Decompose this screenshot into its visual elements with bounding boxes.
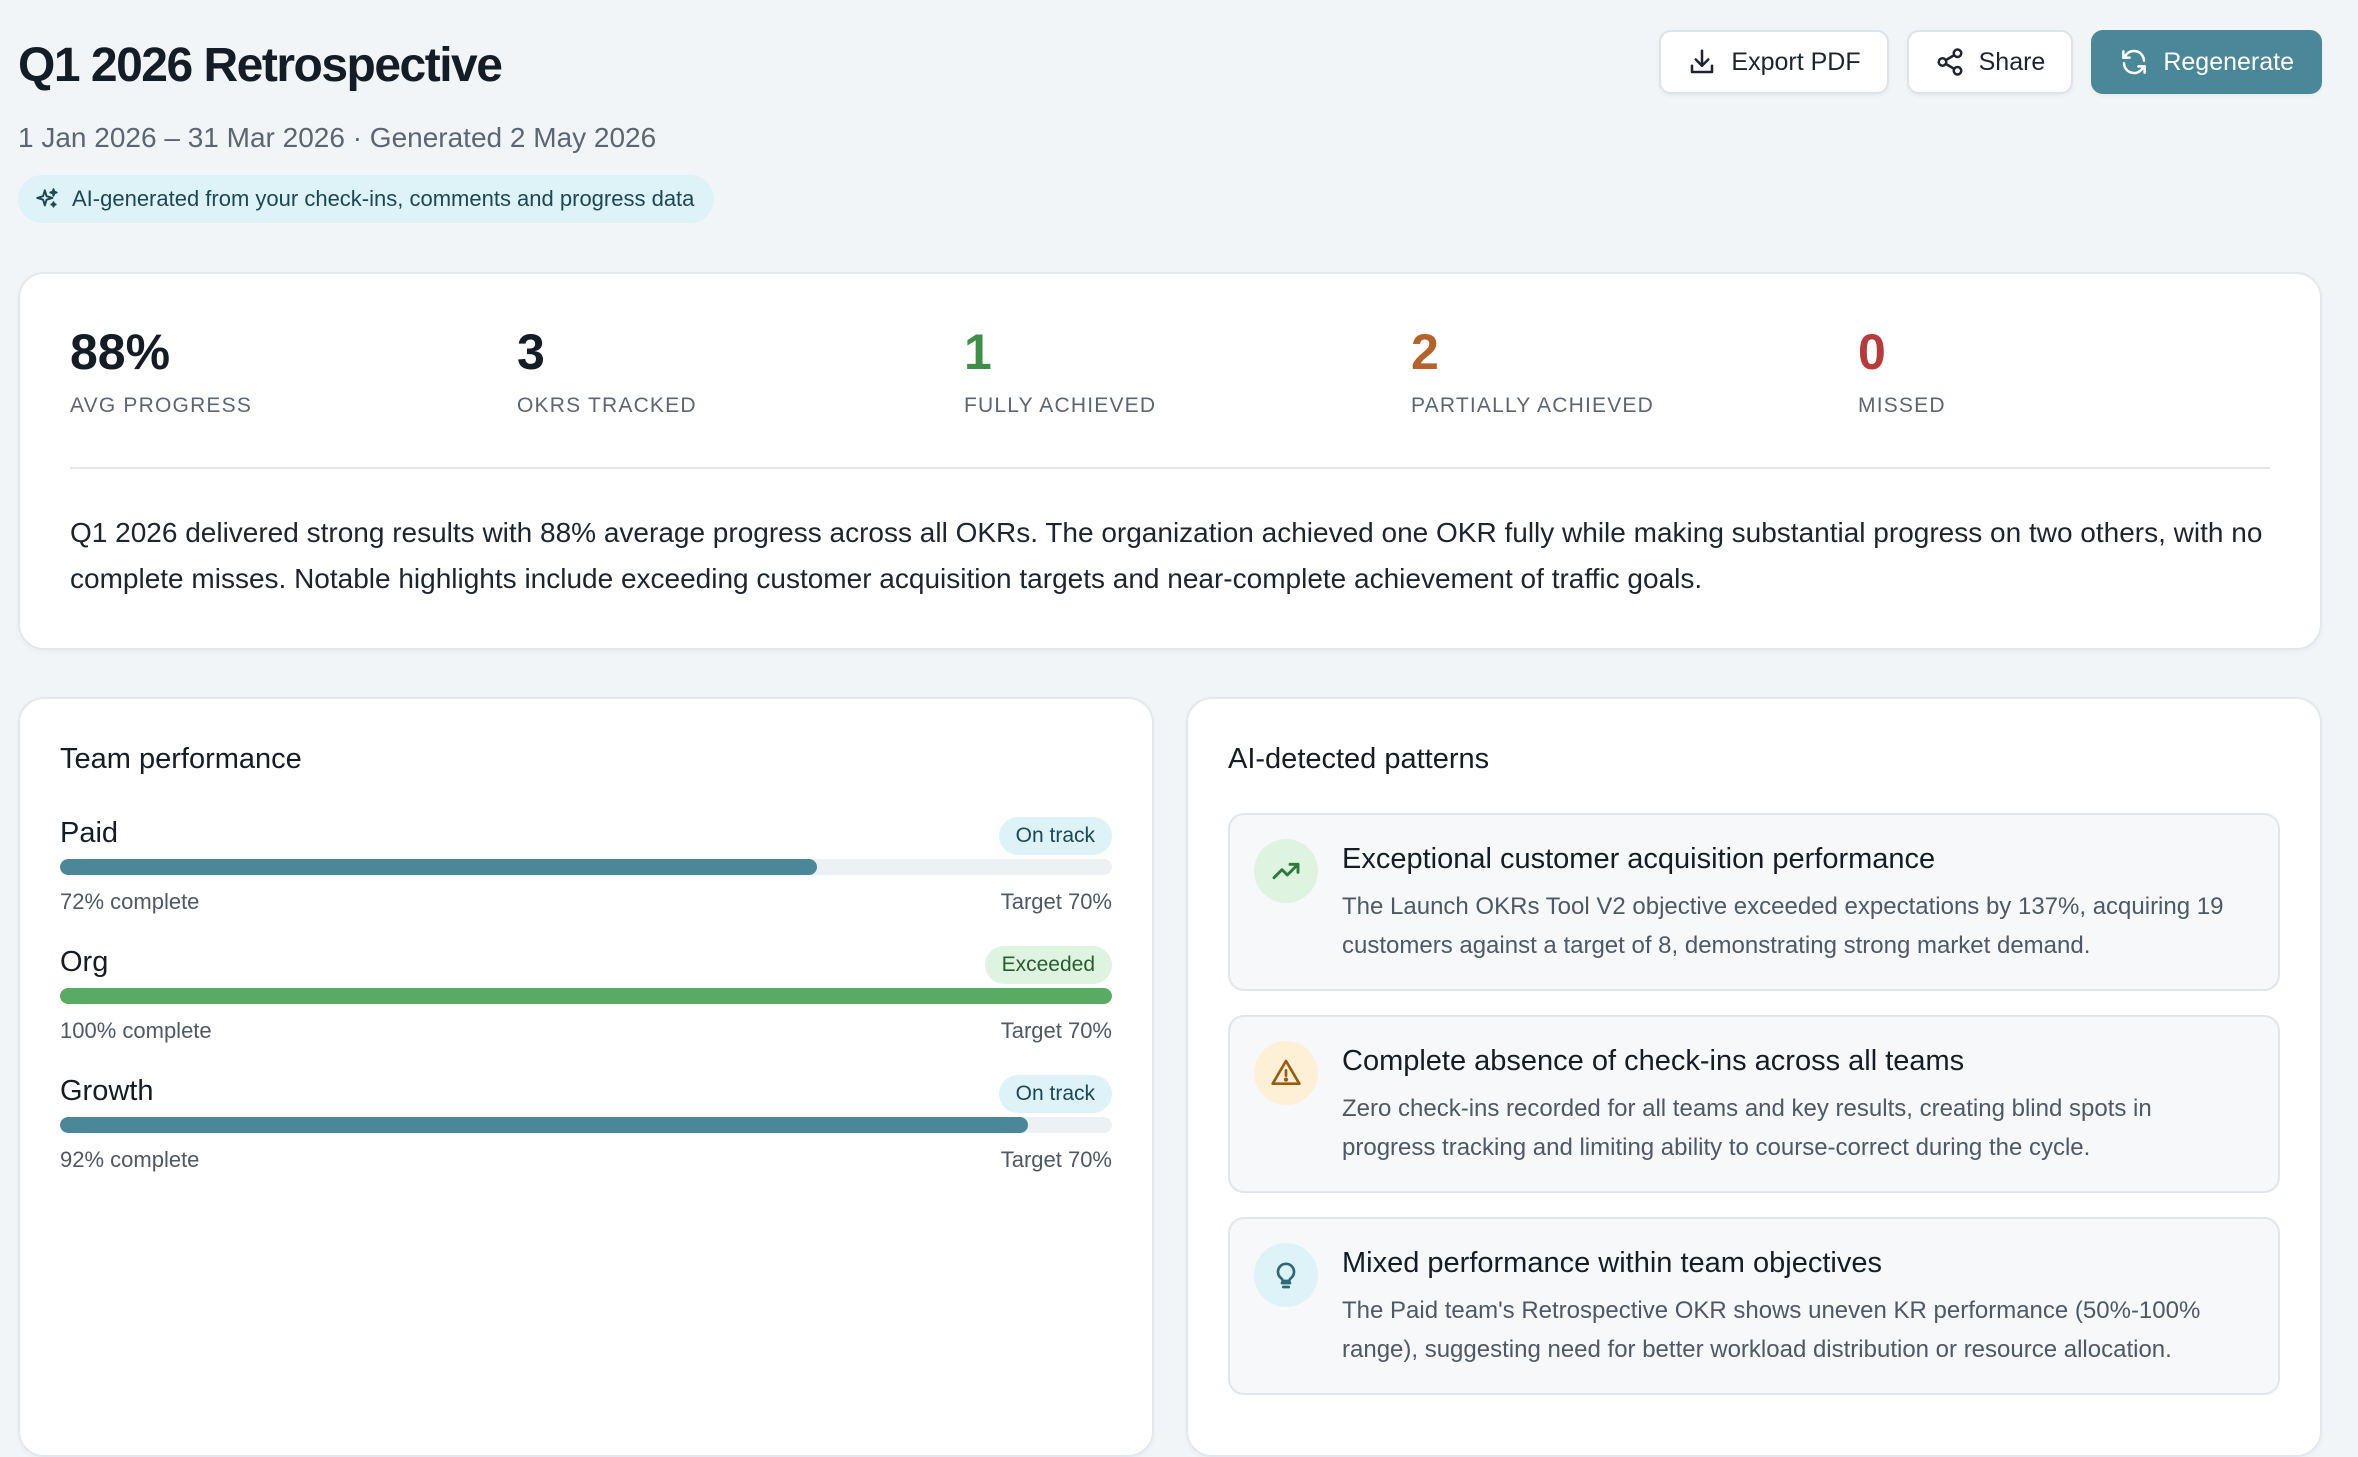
export-pdf-label: Export PDF [1731, 47, 1861, 76]
stat-fully-achieved: 1 Fully achieved [964, 322, 1411, 418]
ai-generated-badge: AI-generated from your check-ins, commen… [18, 175, 715, 223]
sparkles-icon [36, 188, 58, 208]
pattern-title: Exceptional customer acquisition perform… [1342, 843, 1936, 875]
date-range-subtitle: 1 Jan 2026 – 31 Mar 2026 · Generated 2 M… [18, 122, 657, 153]
stat-value: 3 [517, 324, 545, 380]
ai-patterns-title: AI-detected patterns [1228, 743, 1490, 775]
summary-stats: 88% Avg progress 3 OKRs tracked 1 Fully … [70, 322, 2305, 418]
stat-value: 2 [1411, 324, 1439, 380]
page-title: Q1 2026 Retrospective [18, 39, 503, 92]
status-badge: Exceeded [984, 946, 1112, 984]
complete-label: 100% complete [60, 1018, 212, 1043]
stat-value: 1 [964, 324, 992, 380]
team-name: Org [60, 946, 109, 978]
ai-patterns-card: AI-detected patterns Exceptional custome… [1186, 697, 2322, 1457]
pattern-title: Mixed performance within team objectives [1342, 1247, 1882, 1279]
team-row-paid: Paid On track 72% complete Target 70% [60, 809, 1112, 919]
refresh-icon [2122, 49, 2147, 75]
pattern-text: The Paid team's Retrospective OKR shows … [1342, 1297, 2201, 1363]
pattern-title: Complete absence of check-ins across all… [1342, 1045, 1965, 1077]
stat-missed: 0 Missed [1858, 322, 2305, 418]
stat-partially-achieved: 2 Partially achieved [1411, 322, 1858, 418]
progress-bar [60, 859, 1112, 875]
stat-label: Missed [1858, 394, 1946, 417]
status-badge: On track [998, 817, 1112, 855]
warning-icon [1271, 1059, 1301, 1085]
team-name: Paid [60, 817, 119, 849]
stat-label: OKRs tracked [517, 394, 697, 417]
pattern-text: Zero check-ins recorded for all teams an… [1342, 1095, 2152, 1161]
stat-okrs-tracked: 3 OKRs tracked [517, 322, 964, 418]
summary-text: Q1 2026 delivered strong results with 88… [70, 517, 2263, 594]
pattern-item: Mixed performance within team objectives… [1228, 1217, 2280, 1395]
progress-bar-fill [60, 859, 818, 875]
pattern-item: Complete absence of check-ins across all… [1228, 1015, 2280, 1193]
complete-label: 92% complete [60, 1147, 200, 1172]
stat-label: Avg progress [70, 394, 253, 417]
header-actions: Export PDF Share Regenerate [1659, 30, 2322, 94]
regenerate-button[interactable]: Regenerate [2091, 30, 2322, 94]
pattern-icon-badge [1254, 1041, 1318, 1105]
share-label: Share [1978, 47, 2046, 76]
complete-label: 72% complete [60, 889, 200, 914]
share-button[interactable]: Share [1906, 30, 2074, 94]
pattern-icon-badge [1254, 1243, 1318, 1307]
team-performance-title: Team performance [60, 743, 302, 775]
status-badge: On track [998, 1075, 1112, 1113]
summary-divider [70, 467, 2270, 469]
progress-bar-fill [60, 988, 1112, 1004]
pattern-icon-badge [1254, 839, 1318, 903]
target-label: Target 70% [1000, 1147, 1112, 1172]
lightbulb-icon [1276, 1262, 1296, 1289]
progress-bar [60, 988, 1112, 1004]
share-icon [1937, 48, 1963, 76]
team-name: Growth [60, 1075, 154, 1107]
progress-bar [60, 1117, 1112, 1133]
download-icon [1691, 49, 1714, 74]
stat-label: Fully achieved [964, 394, 1157, 417]
trending-up-icon [1272, 862, 1300, 880]
pattern-text: The Launch OKRs Tool V2 objective exceed… [1342, 893, 2224, 959]
retrospective-page: Q1 2026 Retrospective 1 Jan 2026 – 31 Ma… [18, 0, 2322, 1457]
ai-generated-text: AI-generated from your check-ins, commen… [72, 186, 695, 211]
team-performance-card: Team performance Paid On track 72% compl… [18, 697, 1154, 1457]
pattern-item: Exceptional customer acquisition perform… [1228, 813, 2280, 991]
progress-bar-fill [60, 1117, 1028, 1133]
stat-label: Partially achieved [1411, 394, 1654, 417]
export-pdf-button[interactable]: Export PDF [1659, 30, 1889, 94]
target-label: Target 70% [1000, 1018, 1112, 1043]
stat-value: 0 [1858, 324, 1886, 380]
stat-value: 88% [70, 324, 171, 380]
team-row-org: Org Exceeded 100% complete Target 70% [60, 938, 1112, 1048]
regenerate-label: Regenerate [2163, 47, 2294, 76]
summary-card: 88% Avg progress 3 OKRs tracked 1 Fully … [18, 272, 2322, 650]
stat-avg-progress: 88% Avg progress [70, 322, 517, 418]
target-label: Target 70% [1000, 889, 1112, 914]
team-row-growth: Growth On track 92% complete Target 70% [60, 1067, 1112, 1177]
